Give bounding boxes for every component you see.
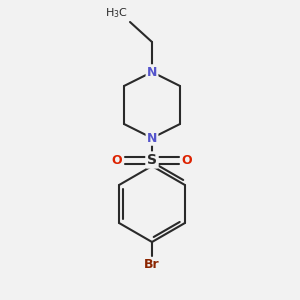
- Text: O: O: [182, 154, 192, 166]
- Text: N: N: [147, 131, 157, 145]
- Text: H$_3$C: H$_3$C: [105, 6, 128, 20]
- Text: Br: Br: [144, 258, 160, 271]
- Text: S: S: [147, 153, 157, 167]
- Text: O: O: [112, 154, 122, 166]
- Text: N: N: [147, 65, 157, 79]
